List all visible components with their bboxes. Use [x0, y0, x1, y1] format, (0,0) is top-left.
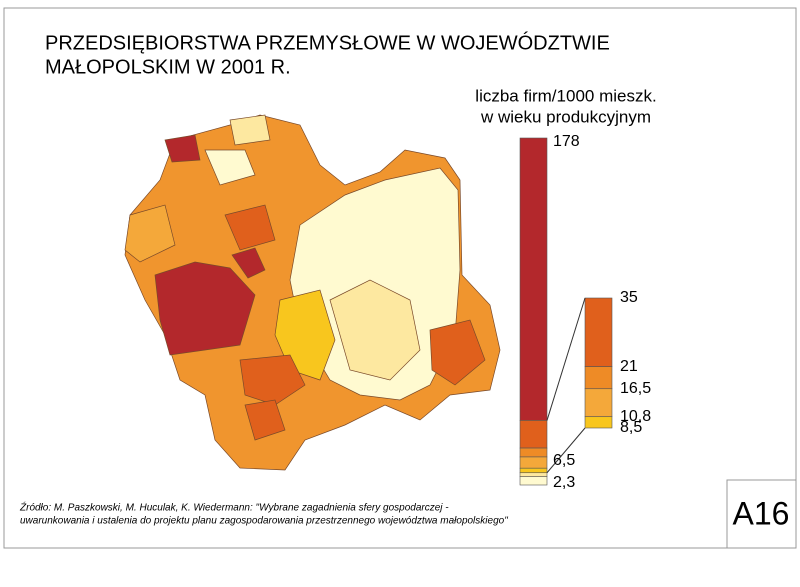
legend-zoom-swatch	[584, 388, 613, 418]
legend: 178 35 21 16,5 10,88,5 2,3 6,5	[519, 133, 651, 491]
legend-swatch	[519, 447, 548, 458]
source: uwarunkowania i ustalenia do projektu pl…	[20, 516, 508, 527]
legend-zoom-swatch	[584, 366, 613, 390]
legend-swatch	[519, 476, 548, 486]
region	[204, 149, 256, 186]
legend-swatch	[519, 137, 548, 421]
legend-label: 6,5	[553, 452, 575, 469]
legend-swatch	[519, 467, 548, 474]
region	[231, 247, 266, 279]
legend-title: w wieku produkcyjnym	[480, 107, 651, 126]
sheet-box	[726, 479, 797, 549]
legend-label: 178	[553, 133, 580, 150]
frame	[3, 7, 797, 549]
region	[154, 261, 256, 356]
legend-label: 16,5	[620, 380, 651, 397]
region	[229, 114, 271, 146]
legend-zoom-swatch	[584, 297, 613, 367]
title-line: PRZEDSIĘBIORSTWA PRZEMYSŁOWE W WOJEWÓDZT…	[45, 31, 610, 54]
sheet-id: A16	[733, 495, 790, 531]
legend-swatch	[519, 420, 548, 449]
legend-swatch	[519, 472, 548, 478]
legend-label: 8,5	[620, 419, 642, 436]
region	[164, 134, 201, 163]
title-line: MAŁOPOLSKIM W 2001 R.	[45, 56, 291, 78]
legend-label: 10,8	[620, 408, 651, 425]
source: Źródło: M. Paszkowski, M. Huculak, K. Wi…	[19, 501, 449, 514]
map	[124, 114, 501, 471]
zoom-connector	[546, 427, 586, 474]
legend-title: liczba firm/1000 mieszk.	[475, 86, 656, 105]
region	[329, 279, 421, 381]
legend-label: 35	[620, 289, 638, 306]
legend-swatch	[519, 456, 548, 469]
legend-zoom-swatch	[584, 416, 613, 429]
region	[429, 319, 486, 386]
region	[124, 204, 176, 263]
region	[244, 399, 286, 441]
region	[224, 204, 276, 251]
region	[239, 354, 306, 406]
zoom-connector	[546, 297, 586, 421]
legend-label: 2,3	[553, 474, 575, 491]
legend-label: 21	[620, 358, 638, 375]
